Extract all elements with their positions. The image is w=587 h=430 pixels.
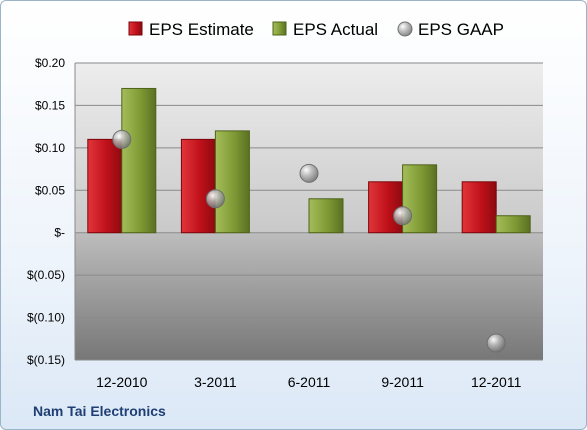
y-tick-label: $0.05	[35, 183, 65, 197]
company-label: Nam Tai Electronics	[33, 403, 166, 419]
y-tick-label: $(0.15)	[27, 353, 65, 367]
plot-area-negative	[75, 232, 543, 360]
bar-eps-actual	[308, 198, 344, 234]
y-tick-label: $0.15	[35, 98, 65, 112]
bar-eps-estimate	[461, 181, 497, 234]
bar-eps-actual	[214, 130, 250, 234]
bar-eps-estimate	[180, 138, 216, 234]
y-tick-label: $0.20	[35, 56, 65, 70]
legend-label: EPS Estimate	[149, 20, 254, 39]
bar-eps-estimate	[87, 138, 123, 234]
legend-swatch-eps-estimate	[128, 21, 143, 36]
x-tick-label: 9-2011	[381, 374, 424, 390]
legend-label: EPS Actual	[293, 20, 378, 39]
bar-eps-estimate	[368, 181, 404, 234]
y-tick-label: $(0.10)	[27, 311, 65, 325]
x-tick-label: 6-2011	[288, 374, 331, 390]
point-eps-gaap	[486, 333, 506, 353]
bar-eps-actual	[495, 215, 531, 234]
x-tick-label: 3-2011	[194, 374, 237, 390]
point-eps-gaap	[393, 206, 413, 226]
point-eps-gaap	[205, 189, 225, 209]
legend-label: EPS GAAP	[418, 20, 504, 39]
legend-swatch-eps-gaap	[397, 21, 413, 37]
x-tick-label: 12-2010	[96, 374, 148, 390]
x-tick-label: 12-2011	[471, 374, 522, 390]
y-tick-label: $0.10	[35, 141, 65, 155]
point-eps-gaap	[112, 129, 132, 149]
bar-eps-actual	[121, 87, 157, 234]
point-eps-gaap	[299, 163, 319, 183]
y-tick-label: $(0.05)	[27, 268, 65, 282]
y-tick-label: $-	[54, 226, 65, 240]
legend-swatch-eps-actual	[272, 21, 287, 36]
